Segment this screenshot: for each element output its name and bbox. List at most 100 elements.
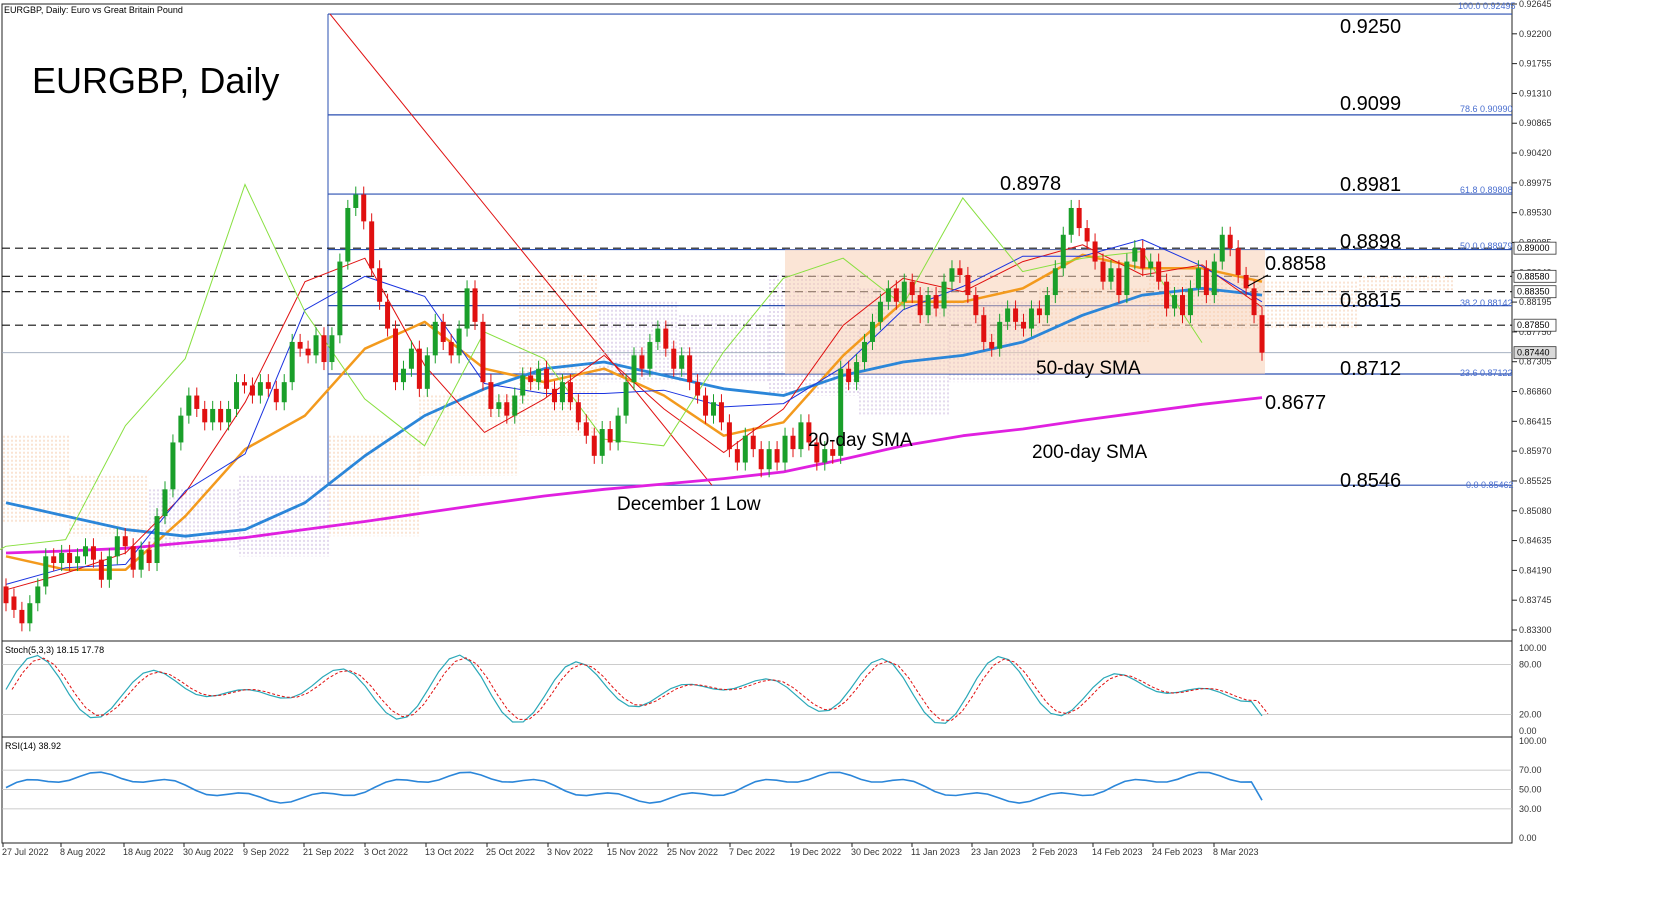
- fib-ann-500: 0.8898: [1340, 231, 1401, 253]
- candle-body-bear: [671, 348, 677, 369]
- price-tick-label: 0.89530: [1519, 208, 1552, 218]
- candle-body-bull: [1219, 234, 1225, 262]
- candle-body-bear: [480, 321, 486, 383]
- candle-body-bull: [281, 382, 287, 403]
- candle-body-bull: [43, 556, 49, 587]
- price-tick-label: 0.90865: [1519, 118, 1552, 128]
- price-tick-label: 0.91755: [1519, 59, 1552, 69]
- candle-body-bear: [750, 435, 756, 450]
- candle-body-bear: [607, 429, 613, 443]
- candle-body-bear: [1156, 261, 1162, 282]
- fib-trend-line: [329, 13, 713, 486]
- candle-body-bull: [35, 586, 41, 604]
- candle-body-bear: [90, 546, 96, 560]
- date-tick-label: 23 Jan 2023: [971, 847, 1021, 857]
- candle-body-bull: [782, 435, 788, 463]
- stoch-tick-label: 0.00: [1519, 726, 1537, 736]
- candle-body-bear: [1203, 268, 1209, 296]
- candle-body-bull: [647, 341, 653, 369]
- price-tick-label: 0.83745: [1519, 595, 1552, 605]
- candle-body-bear: [528, 375, 534, 383]
- candle-body-bull: [59, 552, 65, 564]
- candle-body-bear: [241, 382, 247, 386]
- candle-body-bull: [432, 321, 438, 356]
- candle-body-bull: [710, 402, 716, 416]
- candle-body-bear: [726, 422, 732, 450]
- candle-body-bear: [472, 288, 478, 322]
- rsi-tick-label: 100.00: [1519, 736, 1547, 746]
- stoch-signal-line: [11, 657, 1269, 722]
- price-tick-label: 0.89975: [1519, 178, 1552, 188]
- chart-header: EURGBP, Daily: Euro vs Great Britain Pou…: [4, 5, 183, 15]
- candle-body-bull: [925, 295, 931, 316]
- candle-body-bull: [257, 382, 263, 396]
- candle-body-bull: [798, 422, 804, 450]
- date-tick-label: 2 Feb 2023: [1032, 847, 1078, 857]
- candle-body-bull: [822, 449, 828, 463]
- candle-body-bear: [718, 402, 724, 423]
- candle-body-bull: [1005, 308, 1011, 322]
- candle-body-bull: [106, 556, 112, 580]
- date-tick-label: 18 Aug 2022: [123, 847, 174, 857]
- candle-body-bull: [154, 516, 160, 564]
- candle-body-bear: [130, 546, 136, 570]
- candle-body-bull: [186, 395, 192, 416]
- candle-body-bear: [1100, 261, 1106, 282]
- candle-body-bear: [305, 348, 311, 356]
- rsi-tick-label: 30.00: [1519, 804, 1542, 814]
- price-tag-box: [1513, 285, 1557, 299]
- candle-body-bull: [210, 408, 216, 423]
- price-tick-label: 0.92645: [1519, 0, 1552, 9]
- december-low-annotation: December 1 Low: [617, 494, 761, 515]
- peak-annotation: 0.8978: [1000, 173, 1061, 195]
- candle-body-bear: [11, 596, 17, 610]
- candle-body-bear: [1092, 241, 1098, 262]
- candle-body-bear: [1140, 248, 1146, 269]
- candle-body-bear: [249, 385, 255, 396]
- fib-label-382: 38.2 0.88142: [1460, 298, 1513, 308]
- candle-body-bull: [1060, 234, 1066, 269]
- candle-body-bull: [408, 348, 414, 369]
- candle-body-bull: [226, 408, 232, 423]
- candle-body-bear: [814, 442, 820, 463]
- candle-body-bull: [337, 261, 343, 336]
- candle-body-bear: [122, 536, 128, 547]
- candle-body-bear: [917, 295, 923, 316]
- date-axis: 27 Jul 2022 8 Aug 2022 18 Aug 2022 30 Aug 2…: [2, 843, 1259, 857]
- fib-ann-236: 0.8712: [1340, 358, 1401, 380]
- candle-body-bear: [957, 268, 963, 275]
- rsi-tick-label: 70.00: [1519, 765, 1542, 775]
- candle-body-bear: [1116, 268, 1122, 296]
- candlesticks: [3, 186, 1265, 632]
- candle-body-bull: [631, 355, 637, 383]
- date-tick-label: 7 Dec 2022: [729, 847, 775, 857]
- price-tick-label: 0.92200: [1519, 29, 1552, 39]
- date-tick-label: 30 Aug 2022: [183, 847, 234, 857]
- stoch-tick-label: 100.00: [1519, 643, 1547, 653]
- price-tick-label: 0.85525: [1519, 476, 1552, 486]
- candle-body-bear: [567, 382, 573, 403]
- candle-body-bear: [361, 194, 367, 222]
- fib-label-100: 100.0 0.92495: [1458, 1, 1516, 11]
- candle-body-bear: [583, 422, 589, 436]
- fib-label-500: 50.0 0.88979: [1460, 241, 1513, 251]
- price-tick-label: 0.91310: [1519, 88, 1552, 98]
- candle-body-bull: [1187, 288, 1193, 316]
- date-tick-label: 14 Feb 2023: [1092, 847, 1143, 857]
- candle-body-bull: [496, 402, 502, 409]
- candle-body-bear: [1084, 228, 1090, 242]
- sma50-annotation: 50-day SMA: [1036, 358, 1141, 379]
- candle-body-bull: [877, 301, 883, 322]
- candle-body-bear: [19, 609, 25, 624]
- price-tag-label: 0.89000: [1517, 243, 1550, 253]
- candle-body-bull: [623, 382, 629, 416]
- candle-body-bear: [1036, 308, 1042, 316]
- annotation-8858: 0.8858: [1265, 253, 1326, 275]
- candle-body-bear: [416, 348, 422, 389]
- price-axis: 0.92645 0.92200 0.91755 0.91310 0.90865 0.904…: [1512, 0, 1557, 635]
- candle-body-bull: [885, 288, 891, 302]
- candle-body-bull: [75, 556, 81, 564]
